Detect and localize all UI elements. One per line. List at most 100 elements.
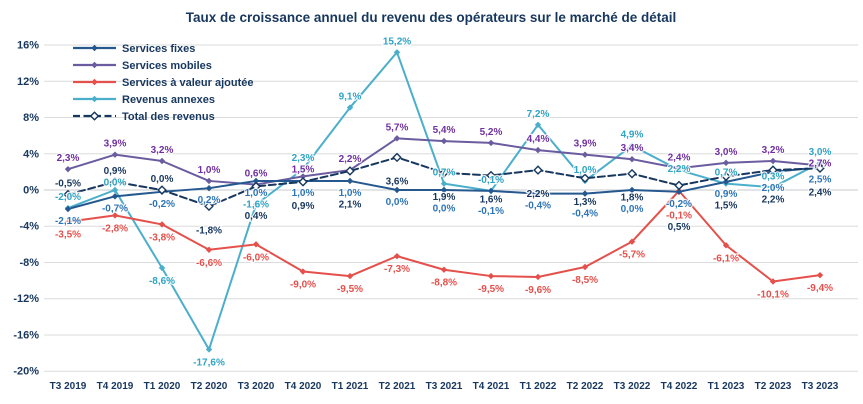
value-label-services-fixes: 0,0%: [433, 203, 456, 214]
x-axis-category-label: T2 2022: [567, 381, 604, 392]
marker-total-des-revenus: [580, 173, 590, 184]
marker-revenus-annexes: [111, 186, 119, 194]
y-axis-tick-label: -4%: [19, 221, 39, 233]
legend-item-revenus-annexes: Revenus annexes: [73, 94, 215, 106]
x-axis-category-label: T4 2019: [97, 381, 134, 392]
marker-total-des-revenus: [533, 165, 543, 175]
marker-services-a-valeur-ajoutee: [581, 263, 589, 271]
legend-label-services-a-valeur-ajoutee: Services à valeur ajoutée: [122, 77, 253, 89]
marker-services-mobiles: [158, 157, 166, 165]
x-axis-category-label: T1 2023: [708, 381, 745, 392]
legend: Services fixes Services mobiles Services à…: [73, 43, 253, 123]
marker-services-a-valeur-ajoutee: [158, 221, 166, 228]
legend-label-services-mobiles: Services mobiles: [122, 60, 212, 72]
marker-total-des-revenus: [251, 181, 261, 192]
legend-item-services-a-valeur-ajoutee: Services à valeur ajoutée: [73, 77, 253, 89]
value-label-total-des-revenus: 1,6%: [480, 195, 503, 206]
marker-revenus-annexes: [534, 121, 542, 128]
marker-services-a-valeur-ajoutee: [440, 266, 448, 273]
value-label-services-mobiles: 1,5%: [292, 165, 315, 176]
value-label-total-des-revenus: 2,1%: [339, 199, 362, 210]
marker-revenus-annexes: [299, 165, 307, 173]
marker-services-mobiles: [769, 157, 777, 165]
legend-label-services-fixes: Services fixes: [122, 43, 195, 55]
value-label-total-des-revenus: 2,2%: [762, 194, 785, 205]
value-label-revenus-annexes: 1,0%: [574, 165, 597, 176]
value-label-services-a-valeur-ajoutee: -6,6%: [196, 258, 222, 269]
marker-services-a-valeur-ajoutee: [487, 272, 495, 280]
marker-services-fixes: [111, 193, 119, 200]
value-label-services-a-valeur-ajoutee: -9,4%: [807, 283, 833, 294]
value-label-services-fixes: -0,7%: [102, 203, 128, 214]
value-label-revenus-annexes: 4,9%: [621, 130, 644, 141]
value-label-total-des-revenus: 0,0%: [151, 174, 174, 185]
marker-total-des-revenus: [63, 189, 73, 200]
value-label-revenus-annexes: 9,1%: [339, 92, 362, 103]
marker-total-des-revenus: [392, 152, 402, 163]
value-label-services-fixes: -2,1%: [55, 216, 81, 227]
marker-revenus-annexes: [769, 184, 777, 191]
y-axis-tick-label: -20%: [13, 366, 39, 378]
value-label-services-fixes: 2,0%: [762, 183, 785, 194]
value-label-revenus-annexes: -0,1%: [478, 175, 504, 186]
value-label-services-a-valeur-ajoutee: -6,1%: [713, 253, 739, 264]
marker-total-des-revenus: [110, 177, 120, 187]
value-label-services-fixes: -0,2%: [666, 199, 692, 210]
marker-total-des-revenus: [815, 163, 825, 174]
value-label-services-a-valeur-ajoutee: -2,8%: [102, 223, 128, 234]
marker-services-a-valeur-ajoutee: [299, 268, 307, 275]
value-label-services-fixes: -0,4%: [525, 201, 551, 212]
value-label-services-a-valeur-ajoutee: -8,8%: [431, 278, 457, 289]
value-label-services-fixes: -0,4%: [572, 209, 598, 220]
y-axis-tick-label: -8%: [19, 257, 39, 269]
x-axis-category-label: T2 2023: [755, 381, 792, 392]
marker-services-a-valeur-ajoutee: [205, 246, 213, 253]
x-axis-category-label: T2 2021: [379, 381, 416, 392]
marker-services-fixes: [675, 188, 683, 196]
value-label-total-des-revenus: 3,6%: [386, 176, 409, 187]
value-label-services-mobiles: 5,4%: [433, 125, 456, 136]
legend-item-total-des-revenus: Total des revenus: [73, 111, 215, 123]
value-label-services-mobiles: 1,0%: [198, 165, 221, 176]
value-label-services-fixes: 2,5%: [809, 174, 832, 185]
x-axis-category-label: T4 2021: [473, 381, 510, 392]
value-label-services-a-valeur-ajoutee: -9,5%: [337, 284, 363, 295]
x-axis-category-label: T3 2019: [50, 381, 87, 392]
value-label-total-des-revenus: -0,5%: [55, 179, 81, 190]
value-label-revenus-annexes: 0,3%: [762, 171, 785, 182]
marker-total-des-revenus: [674, 180, 684, 191]
marker-services-fixes: [393, 186, 401, 194]
chart-title: Taux de croissance annuel du revenu des …: [186, 10, 676, 25]
value-label-total-des-revenus: 0,9%: [292, 201, 315, 212]
axis-layer: 16% 12% 8% 4% 0% -4% -8% -12% -16% -20% T3 2019 T4 …: [13, 40, 838, 392]
value-label-services-a-valeur-ajoutee: -7,3%: [384, 264, 410, 275]
value-label-total-des-revenus: 2,2%: [527, 189, 550, 200]
marker-services-mobiles: [675, 165, 683, 172]
value-label-revenus-annexes: 2,3%: [292, 153, 315, 164]
marker-revenus-annexes: [393, 49, 401, 56]
value-label-revenus-annexes: 3,0%: [809, 147, 832, 158]
x-axis-category-label: T1 2020: [144, 381, 181, 392]
value-label-revenus-annexes: -1,6%: [243, 199, 269, 210]
value-label-services-a-valeur-ajoutee: -5,7%: [619, 250, 645, 261]
marker-total-des-revenus: [721, 171, 731, 182]
marker-services-mobiles: [205, 177, 213, 185]
value-label-services-mobiles: 3,9%: [574, 139, 597, 150]
y-axis-tick-label: 4%: [23, 148, 39, 160]
marker-services-fixes: [628, 186, 636, 194]
value-label-total-des-revenus: 2,4%: [809, 187, 832, 198]
value-label-services-a-valeur-ajoutee: -9,6%: [525, 285, 551, 296]
value-label-services-a-valeur-ajoutee: -3,5%: [55, 230, 81, 241]
value-label-total-des-revenus: -1,8%: [196, 225, 222, 236]
legend-item-services-fixes: Services fixes: [73, 43, 195, 55]
value-label-revenus-annexes: 15,2%: [383, 36, 411, 47]
marker-total-des-revenus: [204, 201, 214, 212]
value-label-revenus-annexes: -2,0%: [55, 192, 81, 203]
marker-services-fixes: [64, 205, 72, 213]
value-label-services-a-valeur-ajoutee: -3,8%: [149, 232, 175, 243]
legend-label-total-des-revenus: Total des revenus: [122, 111, 215, 123]
marker-services-mobiles: [581, 151, 589, 158]
marker-services-a-valeur-ajoutee: [816, 271, 824, 279]
value-label-services-mobiles: 3,4%: [621, 143, 644, 154]
